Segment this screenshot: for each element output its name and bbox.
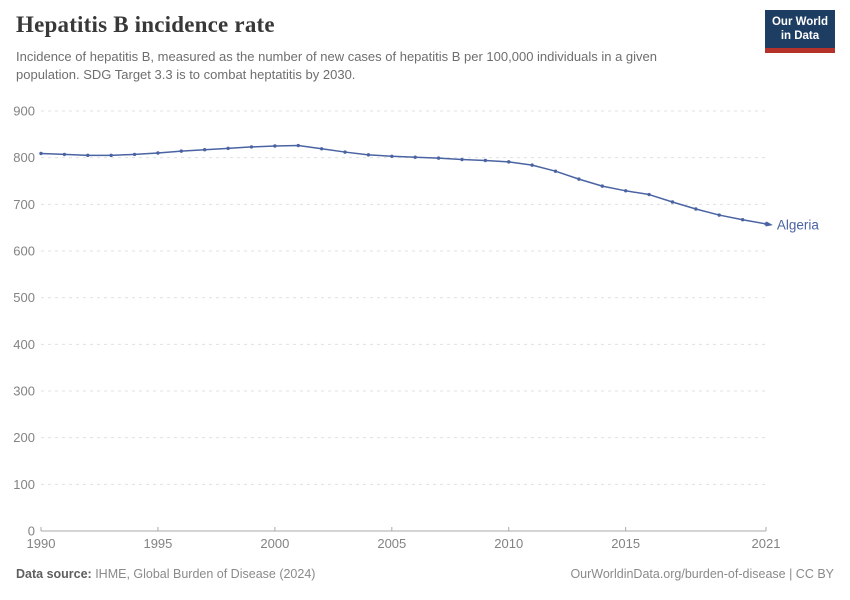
x-tick-label: 2000 — [260, 536, 289, 551]
data-point[interactable] — [670, 200, 675, 204]
data-point[interactable] — [600, 184, 604, 188]
data-point[interactable] — [249, 145, 254, 149]
owid-logo[interactable]: Our World in Data — [764, 10, 835, 53]
data-source-value: IHME, Global Burden of Disease (2024) — [91, 567, 316, 581]
data-point[interactable] — [39, 151, 43, 156]
chart-subtitle: Incidence of hepatitis B, measured as th… — [16, 49, 657, 83]
data-point[interactable] — [109, 153, 113, 158]
data-point[interactable] — [553, 169, 558, 173]
series-end-label[interactable]: Algeria — [777, 218, 820, 233]
data-point[interactable] — [179, 149, 184, 153]
data-source-label: Data source: — [16, 567, 92, 581]
data-point[interactable] — [226, 146, 230, 151]
data-point[interactable] — [740, 218, 745, 222]
x-tick-label: 2010 — [494, 536, 523, 551]
y-tick-label: 700 — [13, 197, 35, 212]
x-tick-label: 1990 — [27, 536, 56, 551]
series-line[interactable] — [40, 144, 767, 225]
data-point[interactable] — [273, 144, 277, 148]
chart-footer: Data source: IHME, Global Burden of Dise… — [16, 567, 834, 581]
chart-canvas: 0 100 200 300 400 500 600 700 800 900 1990 1995 2000… — [13, 104, 820, 552]
y-tick-label: 200 — [13, 430, 35, 445]
y-tick-label: 400 — [13, 337, 35, 352]
data-point[interactable] — [62, 152, 67, 157]
data-point[interactable] — [507, 160, 511, 164]
data-point[interactable] — [530, 163, 534, 167]
y-tick-label: 600 — [13, 244, 35, 259]
series-end-arrow — [765, 221, 773, 227]
x-tick-label: 2021 — [752, 536, 781, 551]
data-point[interactable] — [647, 192, 651, 197]
data-point[interactable] — [132, 152, 137, 157]
data-point[interactable] — [319, 147, 324, 151]
data-point[interactable] — [623, 189, 628, 193]
data-point[interactable] — [436, 156, 441, 160]
data-point[interactable] — [203, 148, 207, 152]
data-point[interactable] — [460, 157, 464, 162]
data-source: Data source: IHME, Global Burden of Dise… — [16, 567, 315, 581]
data-point[interactable] — [296, 143, 300, 148]
y-tick-label: 500 — [13, 290, 35, 305]
data-point[interactable] — [694, 207, 698, 211]
owid-logo-line2: in Data — [780, 30, 820, 43]
data-point[interactable] — [86, 153, 90, 158]
data-point[interactable] — [413, 155, 417, 159]
owid-logo-line1: Our World — [771, 16, 828, 28]
line-chart: 0 100 200 300 400 500 600 700 800 900 1990 1995 2000… — [0, 95, 850, 565]
y-tick-label: 0 — [28, 524, 35, 539]
data-point[interactable] — [390, 154, 394, 158]
y-tick-label: 900 — [13, 104, 35, 119]
x-tick-label: 2015 — [611, 536, 640, 551]
data-point[interactable] — [366, 153, 371, 157]
credit-link[interactable]: OurWorldinData.org/burden-of-disease | C… — [570, 567, 834, 581]
page-title: Hepatitis B incidence rate — [16, 12, 275, 37]
x-tick-label: 2005 — [377, 536, 406, 551]
y-tick-label: 300 — [13, 384, 35, 399]
data-point[interactable] — [483, 158, 488, 163]
y-tick-label: 800 — [13, 150, 35, 165]
x-tick-label: 1995 — [143, 536, 172, 551]
data-point[interactable] — [343, 150, 347, 154]
y-tick-label: 100 — [13, 477, 35, 492]
data-point[interactable] — [717, 213, 721, 217]
chart-header: Hepatitis B incidence rate Incidence of … — [16, 12, 736, 85]
data-point[interactable] — [156, 151, 160, 155]
data-point[interactable] — [577, 177, 581, 181]
